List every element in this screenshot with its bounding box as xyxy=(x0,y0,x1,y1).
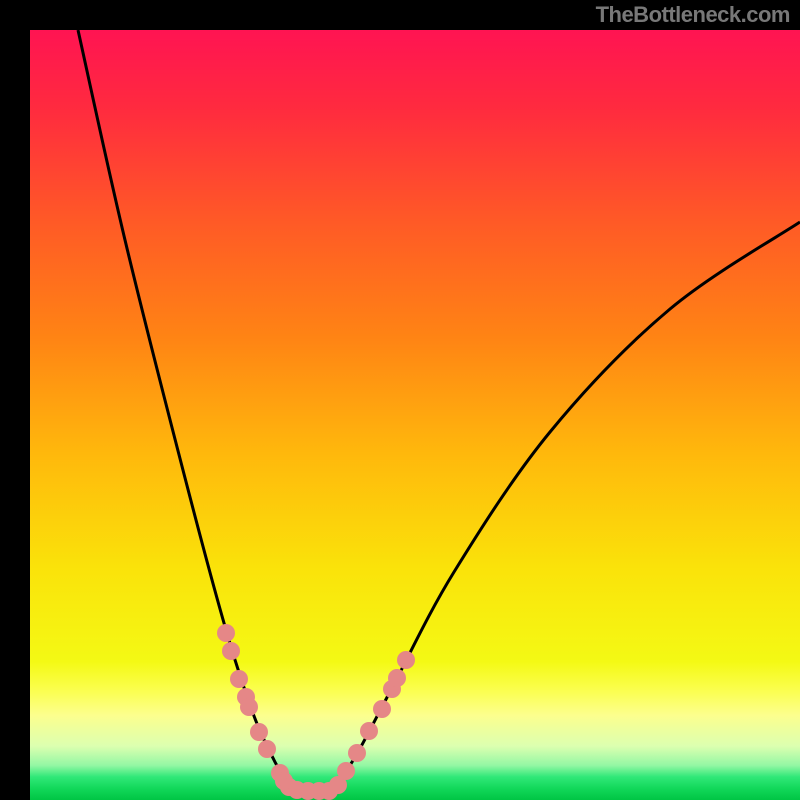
plot-area xyxy=(30,30,800,800)
gradient-background xyxy=(30,30,800,800)
marker-dot xyxy=(373,700,391,718)
marker-dot xyxy=(397,651,415,669)
marker-dot xyxy=(230,670,248,688)
marker-dot xyxy=(337,762,355,780)
marker-dot xyxy=(222,642,240,660)
marker-dot xyxy=(258,740,276,758)
marker-dot xyxy=(250,723,268,741)
chart-root: TheBottleneck.com xyxy=(0,0,800,800)
marker-dot xyxy=(360,722,378,740)
marker-dot xyxy=(240,698,258,716)
marker-dot xyxy=(217,624,235,642)
watermark-text: TheBottleneck.com xyxy=(596,2,790,28)
chart-svg xyxy=(30,30,800,800)
marker-dot xyxy=(348,744,366,762)
marker-dot xyxy=(388,669,406,687)
